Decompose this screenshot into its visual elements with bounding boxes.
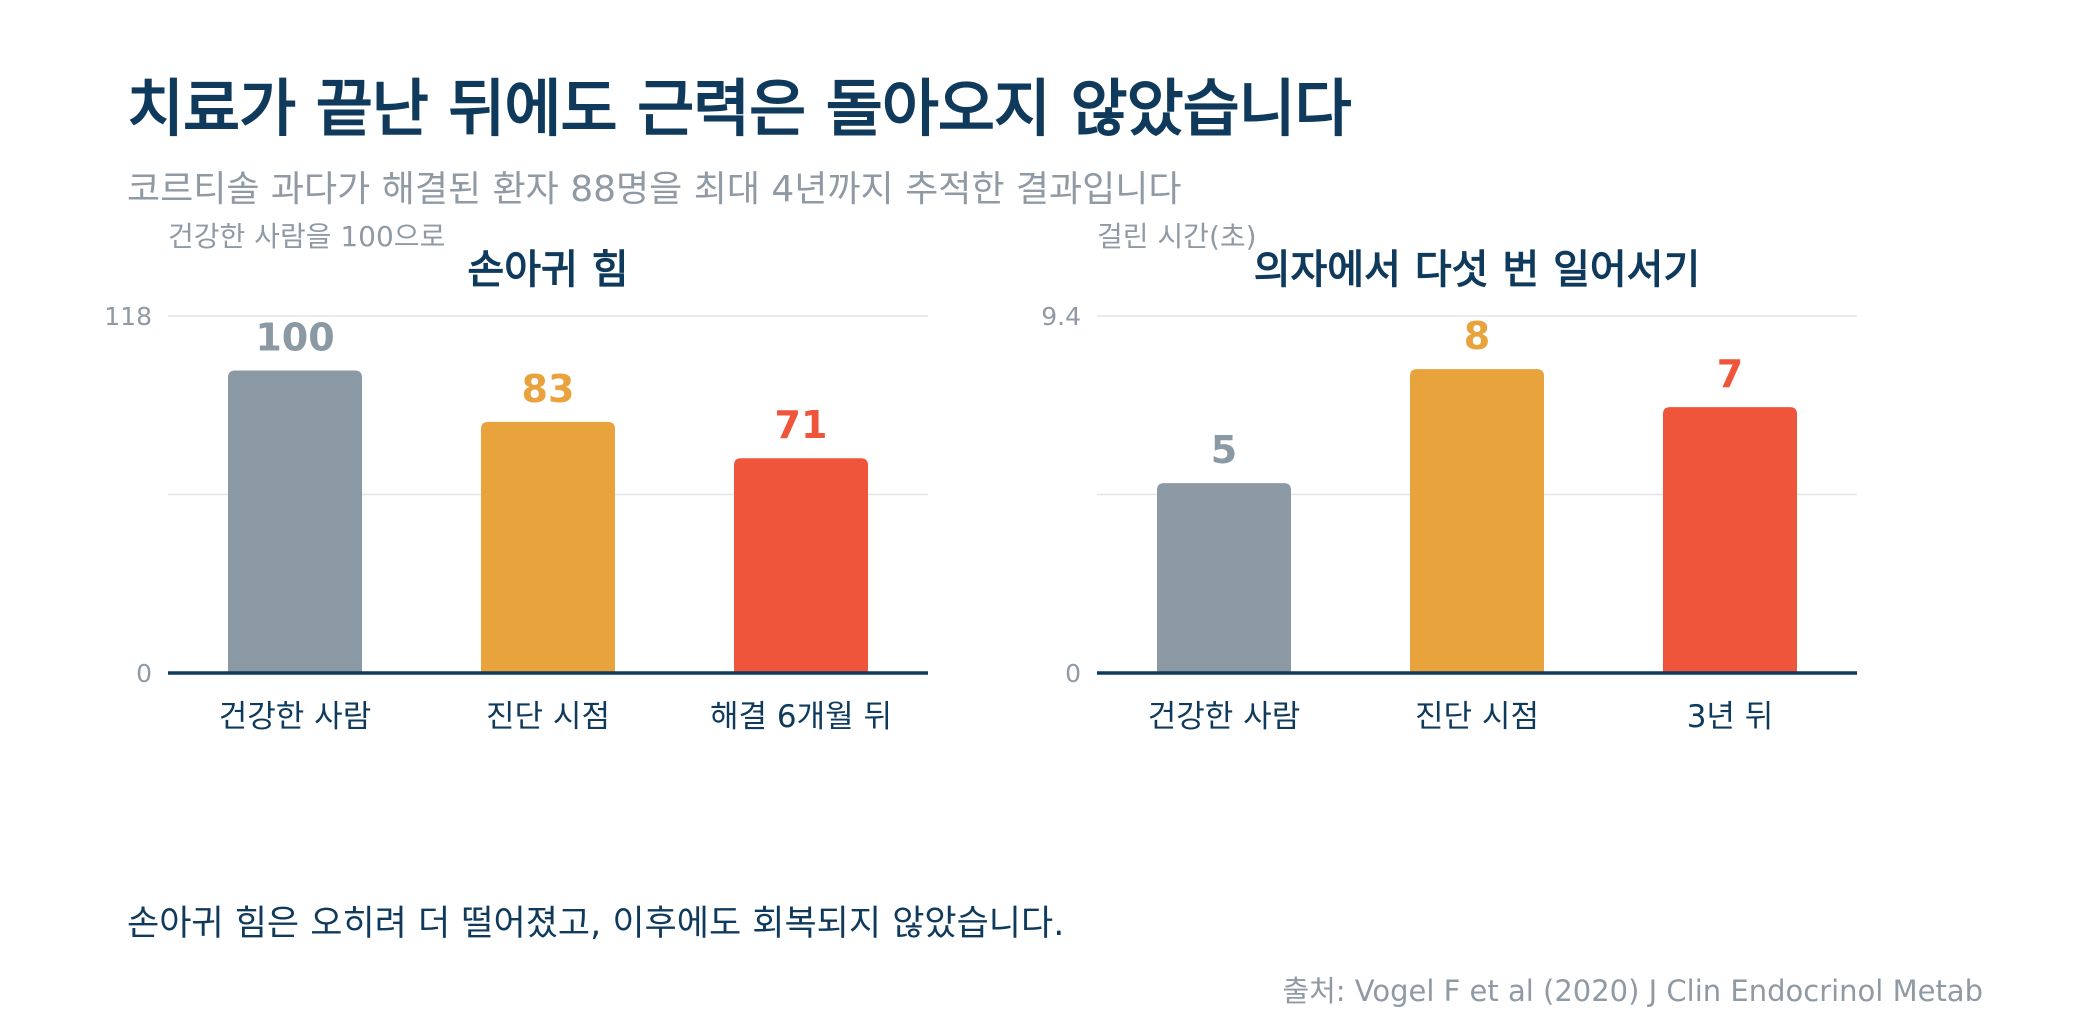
grip-bar-3 [734, 458, 868, 673]
chair-bar-1 [1157, 483, 1291, 673]
grip-ytick-zero: 0 [136, 659, 152, 688]
chair-unit-label: 걸린 시간(초) [1097, 220, 1257, 253]
grip-ytick-max: 118 [104, 302, 152, 331]
chair-stand-chart: 걸린 시간(초)의자에서 다섯 번 일어서기 9.4 0 5 건강한 사람 8 진단 시점 7… [1041, 220, 1857, 735]
chair-chart-title: 의자에서 다섯 번 일어서기 [1254, 247, 1701, 293]
chair-value-label-1: 5 [1211, 428, 1237, 472]
chair-ytick-max: 9.4 [1041, 302, 1081, 331]
page-subtitle: 코르티솔 과다가 해결된 환자 88명을 최대 4년까지 추적한 결과입니다 [127, 169, 1182, 210]
grip-chart-title: 손아귀 힘 [467, 247, 628, 293]
chair-value-label-2: 8 [1464, 314, 1490, 358]
chair-ytick-zero: 0 [1065, 659, 1081, 688]
chair-category-label-2: 진단 시점 [1415, 699, 1539, 735]
page-title: 치료가 끝난 뒤에도 근력은 돌아오지 않았습니다 [127, 72, 1352, 145]
grip-bar-2 [481, 421, 615, 673]
chair-bar-3 [1663, 407, 1797, 673]
grip-bar-1 [228, 370, 362, 673]
grip-category-label-1: 건강한 사람 [219, 699, 371, 735]
chair-category-label-1: 건강한 사람 [1148, 699, 1300, 735]
conclusion-text: 손아귀 힘은 오히려 더 떨어졌고, 이후에도 회복되지 않았습니다. [127, 904, 1065, 944]
grip-value-label-1: 100 [255, 315, 334, 359]
grip-category-label-3: 해결 6개월 뒤 [710, 699, 892, 735]
chair-bar-2 [1410, 369, 1544, 673]
chair-value-label-3: 7 [1717, 352, 1743, 396]
source-citation: 출처: Vogel F et al (2020) J Clin Endocrin… [1282, 974, 1983, 1008]
grip-unit-label: 건강한 사람을 100으로 [168, 220, 445, 253]
grip-value-label-2: 83 [522, 367, 575, 411]
chair-category-label-3: 3년 뒤 [1687, 699, 1774, 735]
grip-value-label-3: 71 [775, 403, 828, 447]
grip-category-label-2: 진단 시점 [486, 699, 610, 735]
